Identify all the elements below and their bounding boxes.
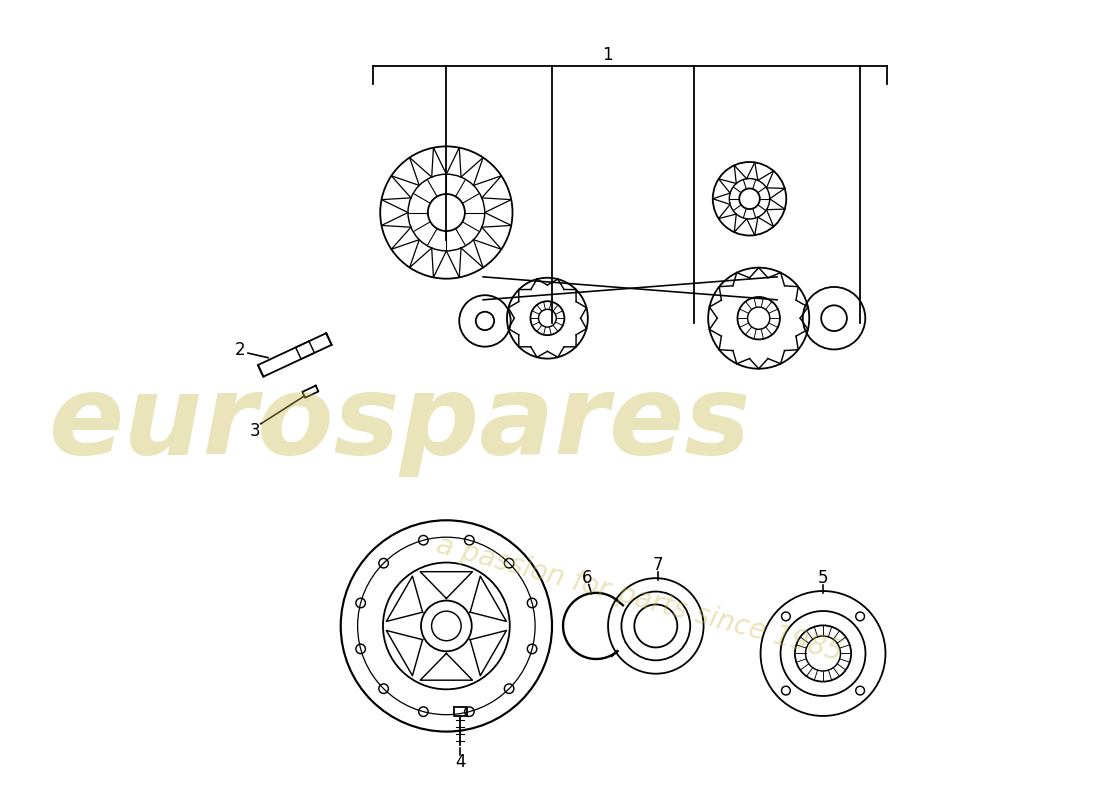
Text: 6: 6 [582,569,592,587]
Text: 5: 5 [817,569,828,587]
Text: a passion for parts since 1985: a passion for parts since 1985 [433,530,846,666]
Text: 3: 3 [250,422,261,440]
Text: 1: 1 [602,46,613,63]
Text: 7: 7 [652,556,663,574]
Text: 4: 4 [455,753,465,771]
Text: eurospares: eurospares [50,370,751,478]
Text: 2: 2 [234,342,245,359]
